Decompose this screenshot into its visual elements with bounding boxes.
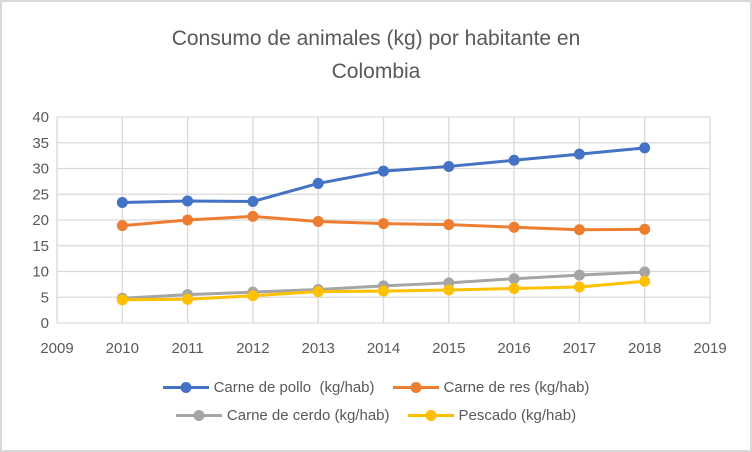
- legend-row: Carne de cerdo (kg/hab) Pescado (kg/hab): [175, 407, 577, 424]
- data-point-marker: [639, 223, 651, 235]
- x-tick-label: 2013: [302, 340, 335, 357]
- x-tick-label: 2016: [497, 340, 530, 357]
- legend: Carne de pollo (kg/hab) Carne de res (kg/…: [2, 379, 750, 424]
- data-point-marker: [508, 221, 520, 233]
- data-point-marker: [116, 294, 128, 306]
- data-point-marker: [573, 148, 585, 160]
- y-tick-label: 30: [32, 161, 49, 178]
- data-point-marker: [639, 275, 651, 287]
- legend-marker-icon: [175, 410, 222, 421]
- legend-marker-icon: [162, 382, 209, 393]
- legend-dot: [180, 382, 192, 393]
- data-point-marker: [443, 160, 455, 172]
- data-point-marker: [378, 218, 389, 230]
- data-point-marker: [639, 266, 651, 278]
- legend-dot: [410, 382, 422, 393]
- legend-marker-icon: [407, 410, 454, 421]
- data-point-marker: [312, 286, 324, 298]
- data-point-marker: [247, 210, 259, 222]
- data-point-marker: [247, 290, 259, 302]
- data-point-marker: [182, 195, 194, 207]
- data-point-marker: [508, 282, 520, 294]
- y-tick-label: 25: [32, 186, 49, 203]
- legend-dot: [425, 410, 436, 421]
- data-point-marker: [116, 196, 128, 208]
- legend-dot: [193, 410, 205, 421]
- x-tick-label: 2018: [628, 340, 661, 357]
- y-tick-label: 10: [32, 264, 49, 281]
- legend-item: Pescado (kg/hab): [407, 407, 577, 424]
- data-point-marker: [182, 214, 194, 226]
- legend-label: Carne de cerdo (kg/hab): [226, 407, 390, 424]
- x-tick-label: 2011: [171, 340, 203, 357]
- x-tick-label: 2009: [40, 340, 73, 357]
- y-tick-label: 5: [41, 289, 49, 306]
- y-tick-label: 20: [32, 212, 49, 229]
- data-point-marker: [573, 269, 585, 281]
- x-tick-label: 2014: [367, 340, 400, 357]
- data-point-marker: [443, 284, 455, 296]
- data-point-marker: [639, 142, 651, 154]
- data-point-marker: [573, 224, 585, 236]
- x-tick-label: 2019: [693, 340, 726, 357]
- data-point-marker: [182, 293, 194, 305]
- y-tick-label: 0: [41, 315, 49, 332]
- legend-row: Carne de pollo (kg/hab) Carne de res (kg/…: [162, 379, 590, 396]
- x-tick-label: 2015: [432, 340, 465, 357]
- legend-label: Carne de pollo (kg/hab): [213, 379, 375, 396]
- data-point-marker: [378, 285, 389, 297]
- data-point-marker: [508, 154, 520, 166]
- y-tick-label: 35: [32, 135, 49, 152]
- x-tick-label: 2012: [236, 340, 269, 357]
- legend-label: Pescado (kg/hab): [458, 407, 577, 424]
- legend-label: Carne de res (kg/hab): [443, 379, 590, 396]
- legend-marker-icon: [392, 382, 439, 393]
- data-point-marker: [247, 195, 259, 207]
- legend-item: Carne de cerdo (kg/hab): [175, 407, 390, 424]
- y-tick-label: 15: [32, 238, 49, 255]
- y-tick-label: 40: [32, 109, 49, 126]
- x-tick-label: 2017: [563, 340, 596, 357]
- data-point-marker: [573, 281, 585, 293]
- data-point-marker: [378, 165, 389, 177]
- data-point-marker: [312, 177, 324, 189]
- data-point-marker: [312, 216, 324, 228]
- legend-item: Carne de pollo (kg/hab): [162, 379, 375, 396]
- data-point-marker: [443, 219, 455, 231]
- chart-title: Consumo de animales (kg) por habitante e…: [171, 27, 581, 83]
- x-tick-label: 2010: [106, 340, 139, 357]
- data-point-marker: [116, 220, 128, 232]
- data-point-marker: [508, 273, 520, 285]
- legend-item: Carne de res (kg/hab): [392, 379, 590, 396]
